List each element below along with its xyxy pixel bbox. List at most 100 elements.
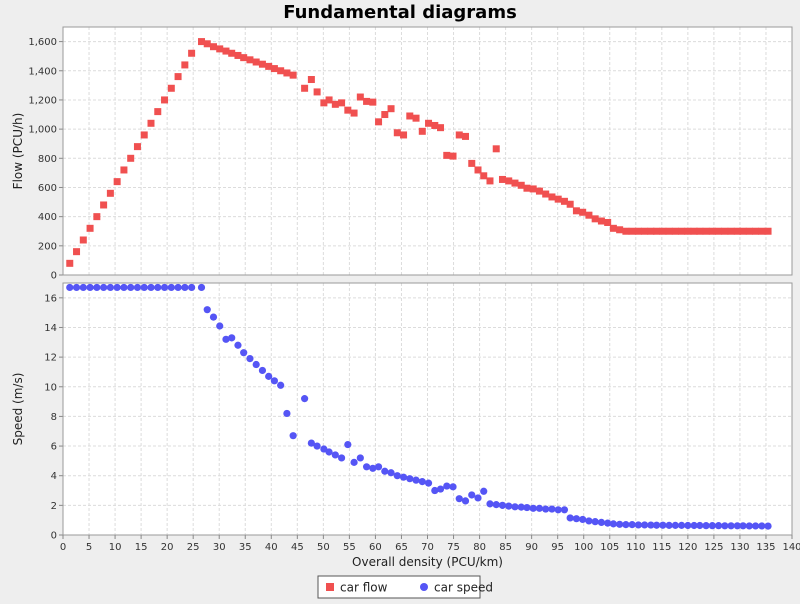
data-point-car-flow (715, 227, 723, 235)
data-point-car-speed (431, 486, 439, 495)
data-point-car-speed (492, 501, 500, 509)
data-point-car-speed (188, 283, 196, 292)
data-point-car-speed (628, 521, 636, 529)
data-point-car-flow (437, 124, 445, 132)
data-point-car-speed (369, 464, 377, 472)
data-point-car-speed (174, 283, 182, 292)
y-tick-label: 1,600 (28, 37, 57, 48)
data-point-car-speed (307, 439, 315, 447)
y-tick-label: 200 (38, 241, 57, 252)
data-point-car-speed (140, 283, 148, 292)
x-tick-label: 110 (626, 542, 645, 553)
data-point-car-speed (160, 283, 169, 292)
x-tick-label: 70 (421, 542, 434, 553)
data-point-car-flow (203, 40, 211, 48)
data-point-car-flow (752, 227, 760, 235)
x-tick-label: 50 (317, 542, 330, 553)
legend-car-speed-marker (420, 583, 428, 591)
y-tick-label: 1,200 (28, 95, 57, 106)
data-point-car-flow (462, 132, 470, 140)
y-tick-label: 10 (44, 382, 57, 393)
data-point-car-flow (641, 227, 649, 235)
data-point-car-speed (542, 505, 550, 513)
data-point-car-flow (579, 208, 587, 216)
data-point-car-speed (511, 503, 519, 511)
data-point-car-speed (167, 283, 175, 292)
data-point-car-speed (708, 522, 716, 530)
data-point-car-speed (181, 283, 189, 292)
data-point-car-flow (147, 119, 155, 127)
data-point-car-flow (100, 201, 108, 209)
data-point-car-speed (270, 377, 279, 385)
y-tick-label: 14 (44, 323, 57, 334)
data-point-car-speed (399, 473, 408, 481)
data-point-car-speed (240, 349, 248, 357)
data-point-car-flow (727, 227, 735, 235)
data-point-car-flow (653, 227, 661, 235)
data-point-car-flow (79, 236, 87, 244)
data-point-car-speed (436, 485, 445, 493)
data-point-car-speed (560, 506, 569, 514)
y-tick-label: 0 (51, 271, 57, 282)
y-tick-label: 600 (38, 183, 57, 194)
x-tick-label: 25 (187, 542, 200, 553)
data-point-car-flow (133, 143, 141, 151)
data-point-car-flow (270, 65, 278, 73)
data-point-car-speed (572, 515, 581, 523)
data-point-car-flow (492, 145, 500, 153)
data-point-car-speed (764, 522, 772, 530)
data-point-car-speed (203, 306, 211, 314)
data-point-car-speed (337, 454, 346, 462)
y-tick-label: 1,000 (28, 125, 57, 136)
data-point-car-speed (714, 522, 723, 530)
x-tick-label: 45 (291, 542, 304, 553)
data-point-car-speed (591, 518, 599, 526)
data-point-car-flow (167, 84, 175, 92)
data-point-car-speed (154, 283, 162, 292)
data-point-car-flow (560, 197, 568, 205)
data-point-car-speed (216, 322, 224, 330)
data-point-car-flow (702, 227, 710, 235)
data-point-car-speed (733, 522, 741, 530)
data-point-car-flow (733, 227, 741, 235)
y-tick-label: 1,400 (28, 66, 57, 77)
data-point-car-flow (474, 166, 482, 174)
data-point-car-speed (745, 522, 753, 530)
data-point-car-flow (234, 51, 242, 59)
data-point-car-flow (647, 227, 655, 235)
data-point-car-flow (86, 224, 94, 232)
data-point-car-flow (597, 217, 605, 225)
data-point-car-speed (72, 283, 81, 292)
data-point-car-speed (147, 283, 155, 292)
data-point-car-speed (234, 341, 242, 349)
data-point-car-speed (325, 448, 333, 456)
data-point-car-flow (542, 190, 550, 198)
chart-title: Fundamental diagrams (283, 2, 517, 23)
y-tick-label: 16 (44, 293, 57, 304)
data-point-car-flow (684, 227, 692, 235)
data-point-car-flow (739, 227, 747, 235)
data-point-car-speed (100, 283, 108, 292)
data-point-car-flow (566, 200, 574, 208)
data-point-car-speed (671, 521, 679, 529)
x-tick-label: 135 (756, 542, 775, 553)
data-point-car-flow (174, 73, 182, 81)
data-point-car-speed (480, 487, 488, 495)
data-point-car-speed (418, 478, 426, 486)
data-point-car-speed (356, 454, 364, 462)
x-tick-label: 85 (499, 542, 512, 553)
data-point-car-speed (468, 491, 476, 499)
data-point-car-speed (79, 283, 87, 292)
data-point-car-flow (331, 100, 339, 108)
data-point-car-flow (443, 151, 451, 159)
data-point-car-flow (258, 60, 266, 68)
data-point-car-flow (678, 227, 686, 235)
data-point-car-flow (289, 71, 297, 79)
data-point-car-flow (375, 118, 383, 126)
x-tick-label: 140 (782, 542, 800, 553)
data-point-car-flow (548, 193, 556, 201)
x-tick-label: 120 (678, 542, 697, 553)
x-tick-label: 115 (652, 542, 671, 553)
